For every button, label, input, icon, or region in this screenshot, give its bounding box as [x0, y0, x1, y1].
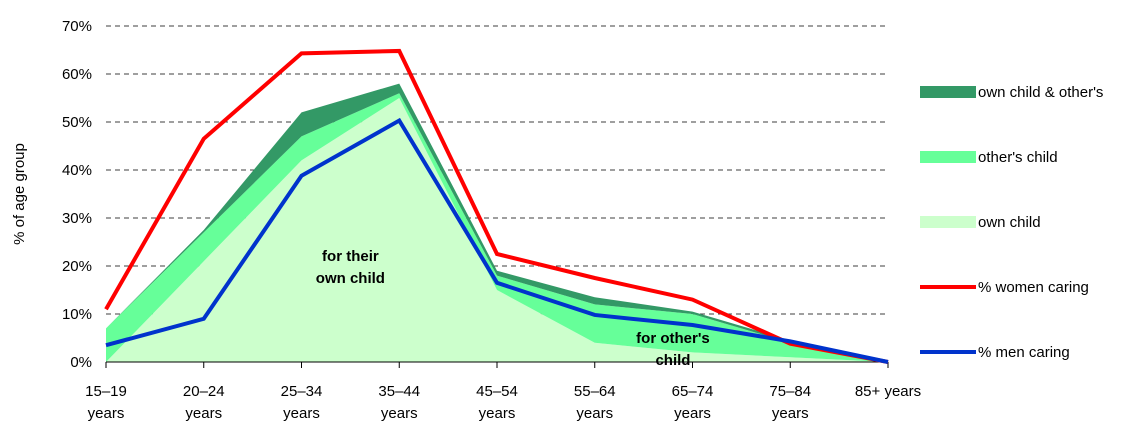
- y-tick-label: 50%: [62, 114, 92, 131]
- legend-label-own-child-other-s: own child & other's: [978, 84, 1103, 101]
- stacked-areas: [106, 83, 888, 362]
- legend-label--women-caring: % women caring: [978, 279, 1089, 296]
- x-tick-label: 25–34 years: [281, 383, 323, 422]
- x-tick-label: 15–19 years: [85, 383, 127, 422]
- axes: [105, 361, 889, 368]
- x-tick-label: 85+ years: [855, 383, 921, 400]
- legend-swatch-own-child-other-s: [920, 86, 976, 98]
- annotation: for their own child: [316, 248, 385, 287]
- legend: own child & other's other's child own chil…: [920, 84, 1103, 361]
- area-own-child: [106, 98, 888, 362]
- line--men-caring: [105, 117, 889, 364]
- legend-label--men-caring: % men caring: [978, 344, 1070, 361]
- legend-label-other-s-child: other's child: [978, 149, 1058, 166]
- y-tick-label: 0%: [70, 354, 92, 371]
- y-tick-label: 60%: [62, 66, 92, 83]
- x-tick-labels: 15–19 years 20–24 years 25–34 years 35–44 years…: [85, 383, 921, 422]
- area-other-s-child: [106, 93, 888, 362]
- y-tick-label: 40%: [62, 162, 92, 179]
- legend-swatch-other-s-child: [920, 151, 976, 163]
- y-axis-label: % of age group: [11, 143, 28, 245]
- annotations: for their own child for other's child: [316, 248, 710, 369]
- x-tick-label: 55–64 years: [574, 383, 616, 422]
- legend-swatch-own-child: [920, 216, 976, 228]
- y-tick-label: 20%: [62, 258, 92, 275]
- x-tick-label: 35–44 years: [378, 383, 420, 422]
- x-tick-label: 75–84 years: [769, 383, 811, 422]
- y-tick-label: 70%: [62, 18, 92, 35]
- legend-label-own-child: own child: [978, 214, 1041, 231]
- x-tick-label: 65–74 years: [672, 383, 714, 422]
- y-tick-labels: 0% 10% 20% 30% 40% 50% 60% 70%: [62, 18, 92, 371]
- series-lines: [104, 48, 889, 364]
- x-tick-label: 45–54 years: [476, 383, 518, 422]
- annotation: for other's child: [636, 330, 710, 369]
- x-tick-label: 20–24 years: [183, 383, 225, 422]
- y-tick-label: 30%: [62, 210, 92, 227]
- y-tick-label: 10%: [62, 306, 92, 323]
- line--women-caring: [104, 48, 889, 364]
